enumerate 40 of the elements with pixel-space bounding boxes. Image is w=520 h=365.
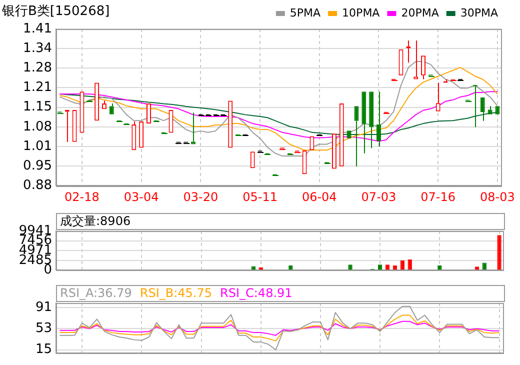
- candlestick: [436, 82, 440, 112]
- y-tick-label: 1.15: [23, 100, 52, 115]
- x-tick-label: 03-04: [124, 190, 159, 204]
- y-tick-label: 15: [35, 342, 52, 358]
- text: RSI_B:45.75: [140, 286, 212, 300]
- x-tick-label: 07-16: [420, 190, 456, 204]
- x-tick-label: 03-20: [183, 190, 218, 204]
- candlestick: [369, 92, 374, 149]
- y-tick-label: 1.28: [23, 60, 52, 76]
- candlestick: [362, 92, 366, 154]
- legend-label: 5PMA: [290, 6, 322, 20]
- text: RSI_A:36.79: [60, 286, 132, 300]
- y-tick-label: 0.88: [23, 178, 52, 193]
- x-tick-label: 08-03: [480, 190, 515, 204]
- legend-label: 30PMA: [460, 6, 498, 20]
- legend-label: 20PMA: [401, 6, 440, 20]
- bar: [497, 235, 502, 270]
- bar: [482, 262, 486, 270]
- candlestick: [132, 120, 136, 150]
- y-tick-label: 1.01: [23, 138, 52, 154]
- legend-label: 10PMA: [342, 6, 380, 20]
- chart-title: 银行B类[150268]: [2, 3, 110, 20]
- y-tick-label: 91: [35, 300, 52, 315]
- x-tick-label: 06-04: [302, 190, 337, 204]
- y-tick-label: 1.08: [23, 119, 52, 134]
- x-tick-label: 07-03: [361, 190, 396, 204]
- text: RSI_C:48.91: [220, 286, 292, 300]
- candlestick: [421, 56, 426, 80]
- chart-title: 成交量:8906: [60, 214, 131, 228]
- candlestick: [109, 102, 114, 114]
- candlestick: [480, 98, 485, 122]
- x-tick-label: 02-18: [64, 190, 100, 204]
- candlestick: [488, 106, 492, 114]
- bar: [408, 260, 412, 270]
- y-tick-label: 53: [35, 321, 52, 336]
- y-tick-label: 0.95: [23, 158, 52, 174]
- y-tick-label: 1.41: [23, 21, 52, 36]
- y-tick-label: 1.34: [23, 40, 52, 56]
- y-tick-label: 1.21: [23, 80, 52, 96]
- x-tick-label: 05-11: [242, 190, 278, 204]
